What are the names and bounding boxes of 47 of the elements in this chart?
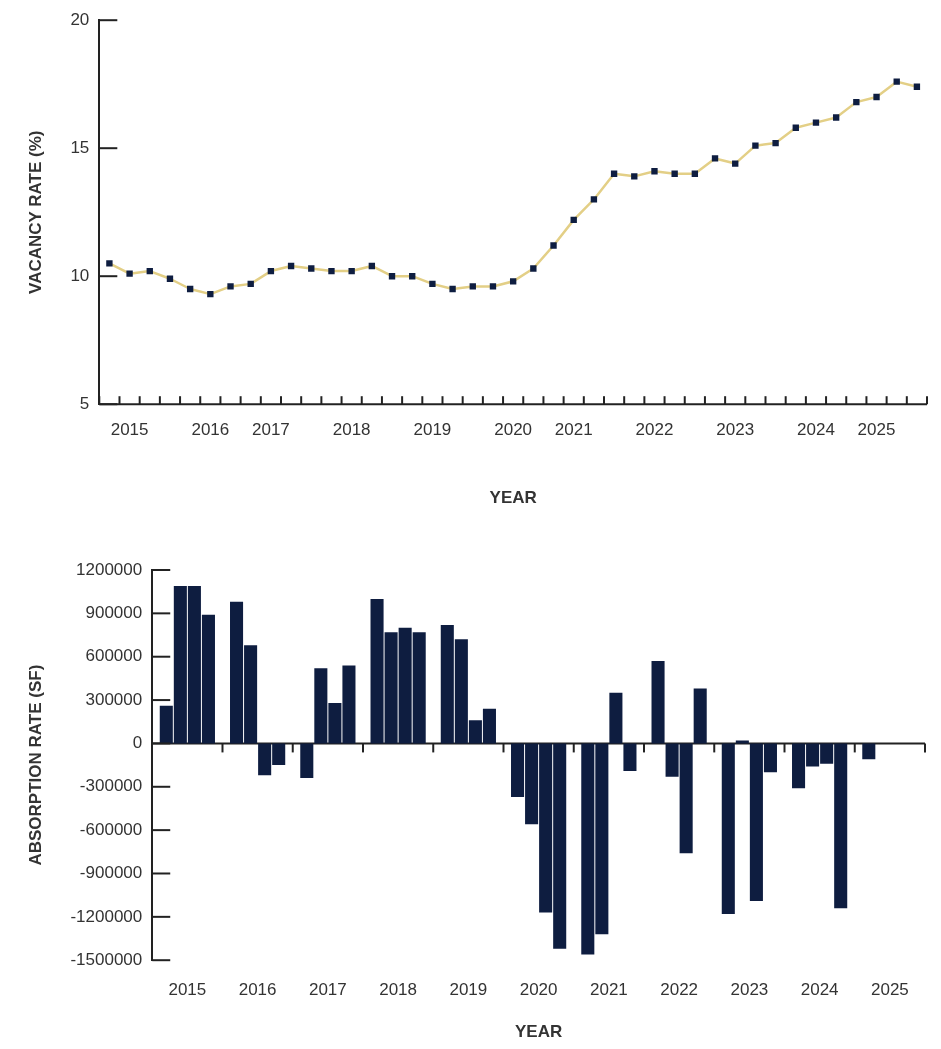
x-tick-label: 2017	[251, 420, 290, 440]
x-tick-label: 2015	[110, 420, 149, 440]
y-tick-label: 20	[70, 9, 90, 29]
y-tick-label: 5	[79, 393, 90, 413]
y-tick-label: -1200000	[70, 906, 143, 926]
bar	[862, 743, 876, 760]
x-tick-label: 2015	[168, 980, 207, 1000]
x-tick-label: 2016	[238, 980, 277, 1000]
y-tick-label: 300000	[85, 689, 143, 709]
bar	[693, 688, 707, 744]
x-tick-label: 2021	[554, 420, 593, 440]
bar	[651, 661, 665, 744]
x-tick-label: 2020	[494, 420, 533, 440]
x-tick-label: 2025	[870, 980, 909, 1000]
y-tick-label: 600000	[85, 646, 143, 666]
bar	[721, 743, 735, 914]
x-tick-label: 2023	[730, 980, 769, 1000]
y-tick-label: -1500000	[70, 949, 143, 969]
y-axis-title: ABSORPTION RATE (SF)	[25, 664, 45, 866]
x-tick-label: 2018	[379, 980, 418, 1000]
x-tick-label: 2020	[519, 980, 558, 1000]
x-tick-label: 2021	[589, 980, 628, 1000]
y-tick-label: 15	[70, 137, 90, 157]
y-tick-label: -900000	[79, 863, 143, 883]
x-tick-label: 2022	[660, 980, 699, 1000]
x-tick-label: 2023	[716, 420, 755, 440]
y-tick-label: 900000	[85, 603, 143, 623]
x-tick-label: 2024	[797, 420, 835, 440]
x-axis-title: YEAR	[489, 488, 537, 508]
y-tick-label: -600000	[79, 819, 143, 839]
x-tick-label: 2022	[635, 420, 674, 440]
x-tick-label: 2019	[413, 420, 452, 440]
x-tick-label: 2018	[332, 420, 371, 440]
y-tick-label: 1200000	[76, 559, 143, 579]
bar	[300, 743, 314, 779]
x-tick-label: 2017	[308, 980, 347, 1000]
x-tick-label: 2025	[857, 420, 896, 440]
x-tick-label: 2016	[191, 420, 230, 440]
bar	[609, 692, 623, 744]
x-tick-label: 2019	[449, 980, 488, 1000]
x-tick-label: 2024	[800, 980, 839, 1000]
y-axis-title: VACANCY RATE (%)	[25, 130, 45, 294]
y-tick-label: 0	[132, 733, 143, 753]
y-tick-label: -300000	[79, 776, 143, 796]
y-tick-label: 10	[70, 265, 90, 285]
bar	[623, 743, 637, 771]
x-axis-title: YEAR	[515, 1022, 563, 1042]
